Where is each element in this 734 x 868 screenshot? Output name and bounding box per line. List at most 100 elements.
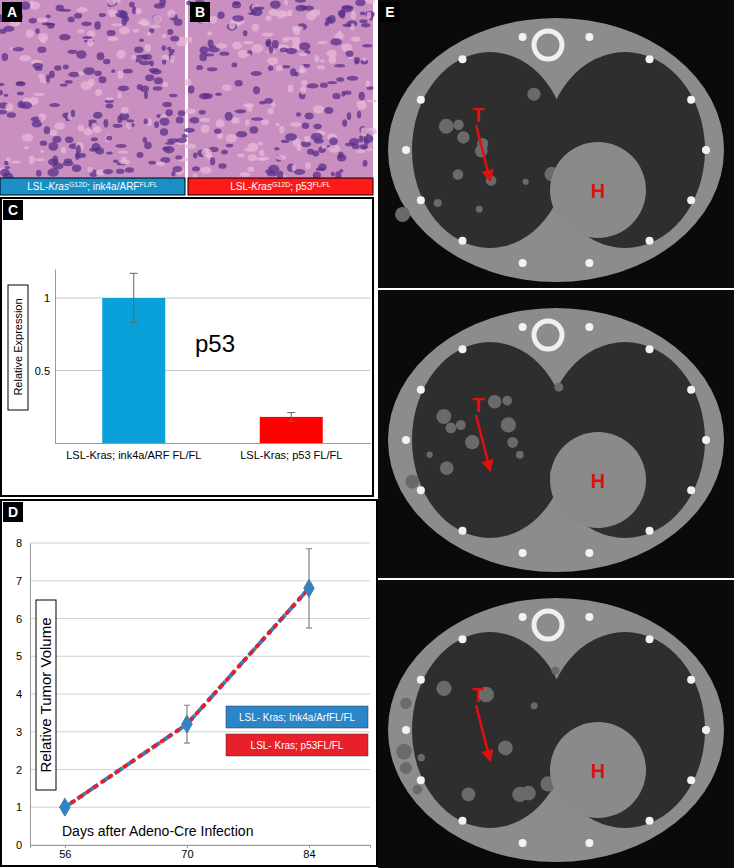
- error-bar: [287, 413, 295, 422]
- tick-label: LSL-Kras; ink4a/ARF FL/FL: [66, 449, 201, 461]
- tick-label: 0.5: [35, 365, 50, 377]
- x-axis-line: [56, 443, 371, 444]
- tick-label: 4: [16, 688, 22, 700]
- tumor-label: T: [472, 394, 484, 416]
- y-title-box: [36, 600, 56, 790]
- tick-label: 84: [303, 848, 315, 860]
- plot-area: [102, 273, 323, 443]
- error-bar-cap: [306, 627, 312, 628]
- grid-line: [30, 543, 370, 544]
- panel-letter-box: [3, 502, 23, 522]
- legend-label: LSL- Kras; Ink4a/ArfFL/FL: [239, 712, 356, 723]
- marker: [182, 715, 192, 733]
- tick: 1: [44, 292, 55, 304]
- caption-part: G12D: [69, 181, 87, 188]
- caption: LSL-KrasG12D; ink4a/ARFFL/FL: [27, 181, 158, 193]
- panel-letter: E: [385, 4, 394, 20]
- tick-label: 3: [16, 726, 22, 738]
- caption-part: FL/FL: [312, 181, 330, 188]
- tick-label: 7: [16, 575, 22, 587]
- error-bar-cap: [287, 421, 295, 422]
- tumor-label: T: [472, 684, 484, 706]
- histology-image: LSL-KrasG12D; ink4a/ARFFL/FL: [0, 0, 188, 195]
- legend-label: LSL- Kras; p53FL/FL: [251, 740, 344, 751]
- tick-label: 1: [44, 292, 50, 304]
- y-axis-title: Relative Expression: [12, 298, 24, 395]
- ct-image: [378, 290, 734, 578]
- grid-line: [30, 618, 370, 619]
- tick: 7: [16, 575, 30, 587]
- line: [65, 588, 309, 807]
- y-title-box: [8, 285, 28, 410]
- x-axis: LSL-Kras; ink4a/ARF FL/FL LSL-Kras; p53 F…: [56, 443, 371, 461]
- error-bar-stem: [291, 413, 292, 422]
- chart-title: p53: [195, 330, 235, 357]
- tumor-label: T: [472, 104, 484, 126]
- marker: [182, 715, 192, 733]
- panel-letter: B: [195, 4, 205, 20]
- caption-part: Kras: [251, 181, 272, 192]
- tick: 70: [181, 845, 193, 860]
- caption: LSL-KrasG12D; p53FL/FL: [230, 181, 331, 193]
- tick: 8: [16, 537, 30, 549]
- error-bar-cap: [184, 743, 190, 744]
- error-bar-cap: [287, 412, 295, 413]
- marker: [60, 798, 70, 816]
- ct-image: [378, 580, 734, 868]
- tick-label: 70: [181, 848, 193, 860]
- tick: 5: [16, 650, 30, 662]
- panel-letter-box: [190, 2, 210, 22]
- tick: 0: [16, 839, 30, 851]
- tick: 3: [16, 726, 30, 738]
- line: [65, 588, 309, 807]
- y-axis-title: Relative Tumor Volume: [37, 617, 54, 772]
- caption-part: LSL-: [27, 181, 48, 192]
- y-axis-line: [55, 270, 56, 444]
- heart-label: H: [591, 180, 605, 202]
- grid-line: [30, 694, 370, 695]
- tick-label: 56: [59, 848, 71, 860]
- error-bar-cap: [184, 705, 190, 706]
- tick-label: LSL-Kras; p53 FL/FL: [240, 449, 342, 461]
- x-axis: 56 70 84: [31, 845, 371, 860]
- tick-label: 0: [16, 839, 22, 851]
- legend: LSL- Kras; Ink4a/ArfFL/FL LSL- Kras; p53F…: [226, 706, 368, 756]
- tick-label: 6: [16, 613, 22, 625]
- grid-line: [30, 656, 370, 657]
- panel-letter: A: [7, 4, 17, 20]
- y-axis-line: [30, 544, 31, 846]
- ct-image: [378, 0, 734, 288]
- error-bar-cap: [306, 627, 312, 628]
- tick: 6: [16, 613, 30, 625]
- tick-label: 5: [16, 650, 22, 662]
- panel-frame: [1, 500, 377, 866]
- marker: [304, 579, 314, 597]
- tick-label: 2: [16, 764, 22, 776]
- caption-part: ; p53: [290, 181, 313, 192]
- panel-frame: [1, 198, 373, 496]
- tick: 84: [303, 845, 315, 860]
- panel-letter: C: [8, 202, 18, 218]
- panel-letter-box: [2, 2, 22, 22]
- caption-part: LSL-: [230, 181, 251, 192]
- caption-part: ; ink4a/ARF: [87, 181, 139, 192]
- tick: LSL-Kras; p53 FL/FL: [240, 443, 342, 461]
- heart-label: H: [591, 760, 605, 782]
- tick: LSL-Kras; ink4a/ARF FL/FL: [66, 443, 201, 461]
- y-axis: 0.51: [35, 270, 56, 444]
- grid-line: [30, 580, 370, 581]
- tick: 2: [16, 764, 30, 776]
- caption-part: G12D: [272, 181, 290, 188]
- tick-label: 1: [16, 801, 22, 813]
- error-bar-cap: [130, 273, 138, 274]
- error-bar-cap: [130, 322, 138, 323]
- tick-label: 8: [16, 537, 22, 549]
- marker: [60, 798, 70, 816]
- tick: 4: [16, 688, 30, 700]
- panel-letter: D: [8, 504, 18, 520]
- panel-letter-box: [3, 200, 23, 220]
- caption-part: FL/FL: [139, 181, 157, 188]
- plot-area: [60, 549, 314, 816]
- y-axis: 0 1 2 3 4 5 6 7 8: [16, 537, 31, 851]
- x-axis-line: [31, 846, 371, 849]
